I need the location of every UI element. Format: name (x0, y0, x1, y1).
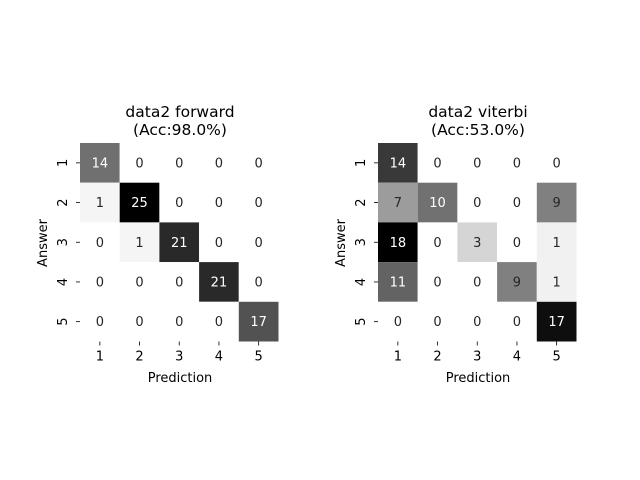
cell-value: 25 (131, 196, 148, 211)
cell-value: 0 (135, 156, 143, 171)
cell-value: 0 (175, 196, 183, 211)
cell-value: 14 (390, 156, 407, 171)
cell-value: 0 (215, 236, 223, 251)
x-tick-label: 4 (215, 350, 223, 365)
cell-value: 0 (255, 156, 263, 171)
y-tick-label: 1 (354, 159, 369, 167)
cell-value: 1 (553, 236, 561, 251)
cell-value: 3 (473, 236, 481, 251)
cell-value: 10 (429, 196, 446, 211)
cell-value: 0 (513, 196, 521, 211)
x-tick-label: 5 (255, 350, 263, 365)
cell-value: 14 (92, 156, 109, 171)
cell-value: 0 (553, 156, 561, 171)
cell-value: 0 (513, 315, 521, 330)
cell-value: 0 (135, 315, 143, 330)
cell-value: 0 (473, 315, 481, 330)
cell-value: 0 (96, 236, 104, 251)
cell-value: 0 (215, 196, 223, 211)
y-tick-labels: 1 2 3 4 5 (56, 159, 80, 326)
cell-value: 0 (513, 236, 521, 251)
heatmap-cells: 14 0 0 0 0 1 25 0 0 0 0 1 21 0 0 0 0 0 21 0 0 0 0 0 17 (80, 143, 279, 342)
cell-value: 11 (390, 275, 407, 290)
x-tick-label: 3 (473, 350, 481, 365)
cell-value: 9 (553, 196, 561, 211)
cell-value: 0 (433, 275, 441, 290)
chart-data2-forward: data2 forward (Acc:98.0%) 14 0 0 0 01 25 0 0 00 1… (36, 103, 279, 386)
x-tick-label: 5 (553, 350, 561, 365)
chart-title-line1: data2 forward (125, 103, 234, 121)
cell-value: 0 (433, 236, 441, 251)
cell-value: 0 (255, 196, 263, 211)
x-axis-label: Prediction (446, 371, 511, 386)
y-tick-label: 4 (354, 278, 369, 286)
chart-data2-viterbi: data2 viterbi (Acc:53.0%) 14 0 0 0 07 10 0 0 918… (334, 103, 577, 386)
cell-value: 21 (171, 236, 188, 251)
cell-value: 0 (215, 156, 223, 171)
y-tick-labels: 1 2 3 4 5 (354, 159, 378, 326)
cell-value: 1 (135, 236, 143, 251)
cell-value: 0 (433, 156, 441, 171)
x-tick-label: 2 (135, 350, 143, 365)
y-tick-label: 5 (56, 318, 71, 326)
y-tick-label: 5 (354, 318, 369, 326)
cell-value: 17 (548, 315, 565, 330)
chart-title-line1: data2 viterbi (428, 103, 527, 121)
y-axis-label: Answer (36, 218, 51, 267)
x-tick-labels: 1 2 3 4 5 (96, 342, 263, 365)
cell-value: 0 (175, 156, 183, 171)
cell-value: 0 (433, 315, 441, 330)
cell-value: 0 (473, 275, 481, 290)
cell-value: 17 (250, 315, 267, 330)
cell-value: 0 (473, 156, 481, 171)
y-tick-label: 2 (354, 198, 369, 206)
y-tick-label: 3 (354, 238, 369, 246)
x-axis-label: Prediction (148, 371, 213, 386)
y-tick-label: 1 (56, 159, 71, 167)
cell-value: 0 (96, 315, 104, 330)
cell-value: 21 (211, 275, 228, 290)
cell-value: 9 (513, 275, 521, 290)
cell-value: 0 (255, 236, 263, 251)
x-tick-label: 1 (394, 350, 402, 365)
x-tick-label: 3 (175, 350, 183, 365)
cell-value: 0 (175, 275, 183, 290)
cell-value: 0 (255, 275, 263, 290)
y-axis-label: Answer (334, 218, 349, 267)
cell-value: 7 (394, 196, 402, 211)
cell-value: 18 (390, 236, 407, 251)
x-tick-label: 2 (433, 350, 441, 365)
cell-value: 0 (215, 315, 223, 330)
cell-value: 1 (96, 196, 104, 211)
x-tick-labels: 1 2 3 4 5 (394, 342, 561, 365)
cell-value: 0 (513, 156, 521, 171)
y-tick-label: 2 (56, 198, 71, 206)
cell-value: 0 (473, 196, 481, 211)
y-tick-label: 4 (56, 278, 71, 286)
cell-value: 0 (175, 315, 183, 330)
cell-value: 0 (96, 275, 104, 290)
cell-value: 0 (394, 315, 402, 330)
y-tick-label: 3 (56, 238, 71, 246)
x-tick-label: 1 (96, 350, 104, 365)
x-tick-label: 4 (513, 350, 521, 365)
heatmap-cells: 14 0 0 0 07 10 0 0 918 0 3 0 111 0 0 9 10 0 0 0 17 (378, 143, 577, 342)
chart-title-line2: (Acc:98.0%) (133, 121, 227, 139)
cell-value: 1 (553, 275, 561, 290)
chart-title-line2: (Acc:53.0%) (431, 121, 525, 139)
cell-value: 0 (135, 275, 143, 290)
